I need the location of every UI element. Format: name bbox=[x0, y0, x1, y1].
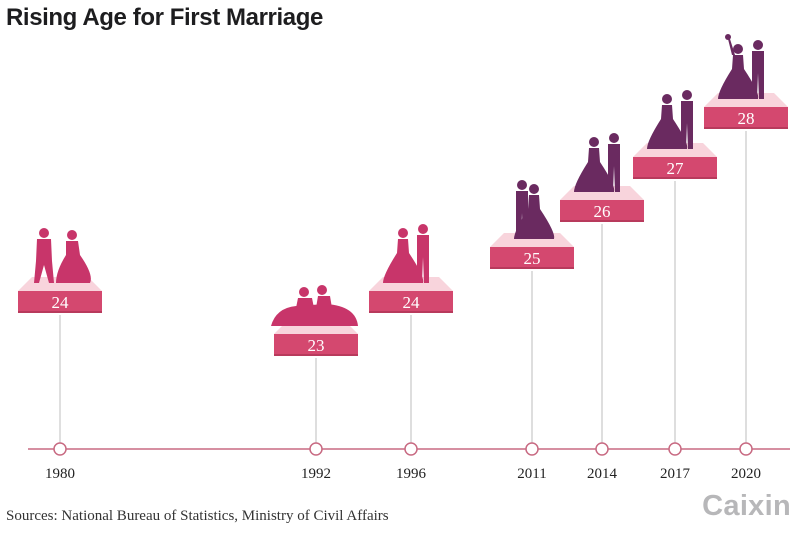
age-box-shadow bbox=[490, 267, 574, 269]
silhouette-head bbox=[299, 287, 309, 297]
bride-shape bbox=[56, 241, 91, 283]
silhouette-head bbox=[39, 228, 49, 238]
age-box-shadow bbox=[633, 177, 717, 179]
age-box bbox=[560, 200, 644, 222]
year-label: 2014 bbox=[587, 466, 618, 482]
age-box bbox=[490, 247, 574, 269]
silhouette-head bbox=[682, 90, 692, 100]
age-box bbox=[274, 334, 358, 356]
torso-shape bbox=[296, 298, 314, 308]
age-value-label: 26 bbox=[594, 202, 611, 221]
groom-shape bbox=[752, 51, 764, 99]
year-marker bbox=[309, 442, 323, 456]
silhouette-head bbox=[398, 228, 408, 238]
bouquet bbox=[725, 34, 731, 40]
couple-embrace-icon bbox=[514, 180, 555, 239]
bride-shape bbox=[718, 55, 759, 99]
age-value-label: 28 bbox=[738, 109, 755, 128]
year-label: 1996 bbox=[396, 466, 427, 482]
couple-formal-icon bbox=[574, 133, 620, 192]
year-marker bbox=[739, 442, 753, 456]
year-label: 1992 bbox=[301, 466, 331, 482]
brand-logo: Caixin bbox=[702, 490, 791, 522]
bride-shape bbox=[647, 105, 688, 149]
couple-running-icon bbox=[34, 228, 91, 283]
silhouette-head bbox=[517, 180, 527, 190]
markers-layer: 1980 24 1992 23 1996 24 2011 25 2014 26 2017 27 2020… bbox=[18, 34, 788, 482]
year-label: 2020 bbox=[731, 466, 761, 482]
groom-shape bbox=[681, 101, 693, 149]
age-box bbox=[704, 107, 788, 129]
age-box bbox=[18, 291, 102, 313]
year-label: 1980 bbox=[45, 466, 75, 482]
year-marker bbox=[53, 442, 67, 456]
dress-shape bbox=[271, 304, 358, 326]
age-box-shadow bbox=[18, 311, 102, 313]
groom-shape bbox=[516, 191, 528, 239]
silhouette-head bbox=[662, 94, 672, 104]
silhouette-head bbox=[733, 44, 743, 54]
year-marker bbox=[668, 442, 682, 456]
age-box-shadow bbox=[704, 127, 788, 129]
year-marker bbox=[595, 442, 609, 456]
raised-arm bbox=[728, 39, 735, 55]
age-box-shadow bbox=[369, 311, 453, 313]
torso-shape bbox=[316, 296, 332, 308]
age-box bbox=[633, 157, 717, 179]
year-label: 2017 bbox=[660, 466, 691, 482]
year-marker bbox=[404, 442, 418, 456]
silhouette-head bbox=[67, 230, 77, 240]
couple-bouquet-icon bbox=[718, 34, 764, 99]
age-value-label: 24 bbox=[52, 293, 70, 312]
year-marker bbox=[525, 442, 539, 456]
year-label: 2011 bbox=[517, 466, 546, 482]
silhouette-head bbox=[589, 137, 599, 147]
silhouette-head bbox=[418, 224, 428, 234]
couple-standing-icon bbox=[383, 224, 429, 283]
silhouette-head bbox=[317, 285, 327, 295]
source-note: Sources: National Bureau of Statistics, … bbox=[6, 508, 389, 524]
couple-sitting-icon bbox=[271, 285, 358, 326]
age-value-label: 23 bbox=[308, 336, 325, 355]
bride-shape bbox=[574, 148, 615, 192]
groom-shape bbox=[417, 235, 429, 283]
age-box bbox=[369, 291, 453, 313]
silhouette-head bbox=[529, 184, 539, 194]
couple-formal-icon bbox=[647, 90, 693, 149]
age-box-shadow bbox=[274, 354, 358, 356]
groom-shape bbox=[608, 144, 620, 192]
chart-title: Rising Age for First Marriage bbox=[6, 4, 323, 31]
groom-shape bbox=[34, 239, 54, 283]
age-value-label: 25 bbox=[524, 249, 541, 268]
bride-shape bbox=[383, 239, 424, 283]
silhouette-head bbox=[609, 133, 619, 143]
silhouette-head bbox=[753, 40, 763, 50]
stems-layer bbox=[59, 131, 747, 443]
age-box-shadow bbox=[560, 220, 644, 222]
age-value-label: 24 bbox=[403, 293, 421, 312]
age-value-label: 27 bbox=[667, 159, 685, 178]
